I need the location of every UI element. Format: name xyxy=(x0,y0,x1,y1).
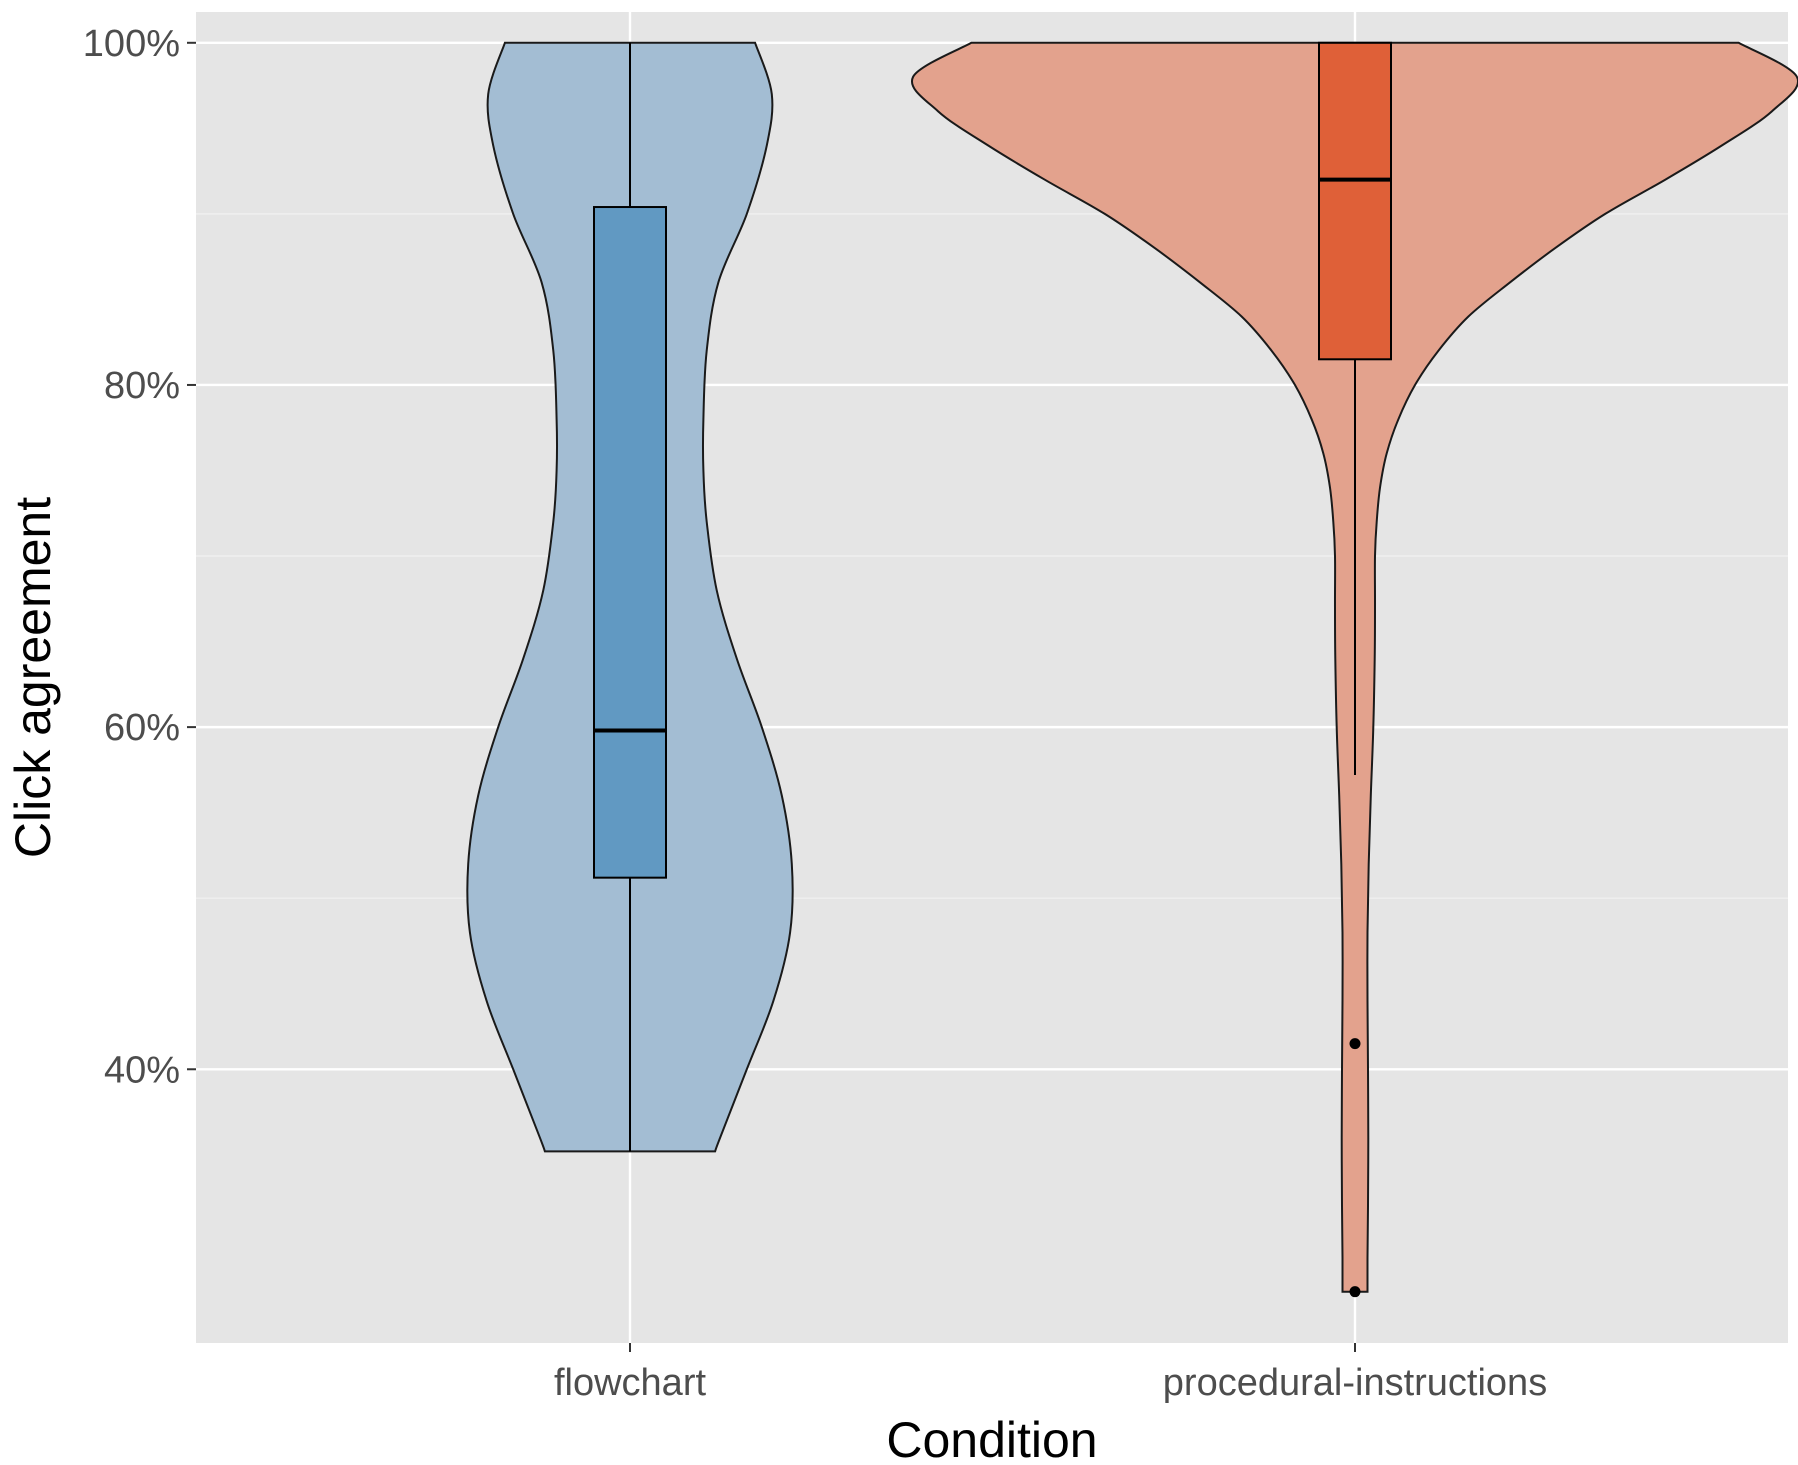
boxplots xyxy=(593,41,1392,1152)
x-tick-label: flowchart xyxy=(554,1362,706,1404)
box-flowchart xyxy=(593,206,667,879)
x-tick-label: procedural-instructions xyxy=(1163,1362,1547,1404)
x-axis-title: Condition xyxy=(886,1412,1097,1465)
y-tick-label: 40% xyxy=(104,1049,180,1091)
y-tick-label: 80% xyxy=(104,365,180,407)
axes: 40% 60% 80% 100% flowchart procedural-instruc… xyxy=(83,23,1547,1404)
outlier-points xyxy=(1349,1038,1361,1298)
box-procedural-instructions xyxy=(1318,41,1392,361)
y-tick-label: 100% xyxy=(83,23,180,65)
outlier-point-procedural-instructions xyxy=(1349,1038,1361,1050)
y-axis-title: Click agreement xyxy=(5,497,61,858)
outlier-point-procedural-instructions xyxy=(1349,1286,1361,1298)
y-tick-label: 60% xyxy=(104,707,180,749)
